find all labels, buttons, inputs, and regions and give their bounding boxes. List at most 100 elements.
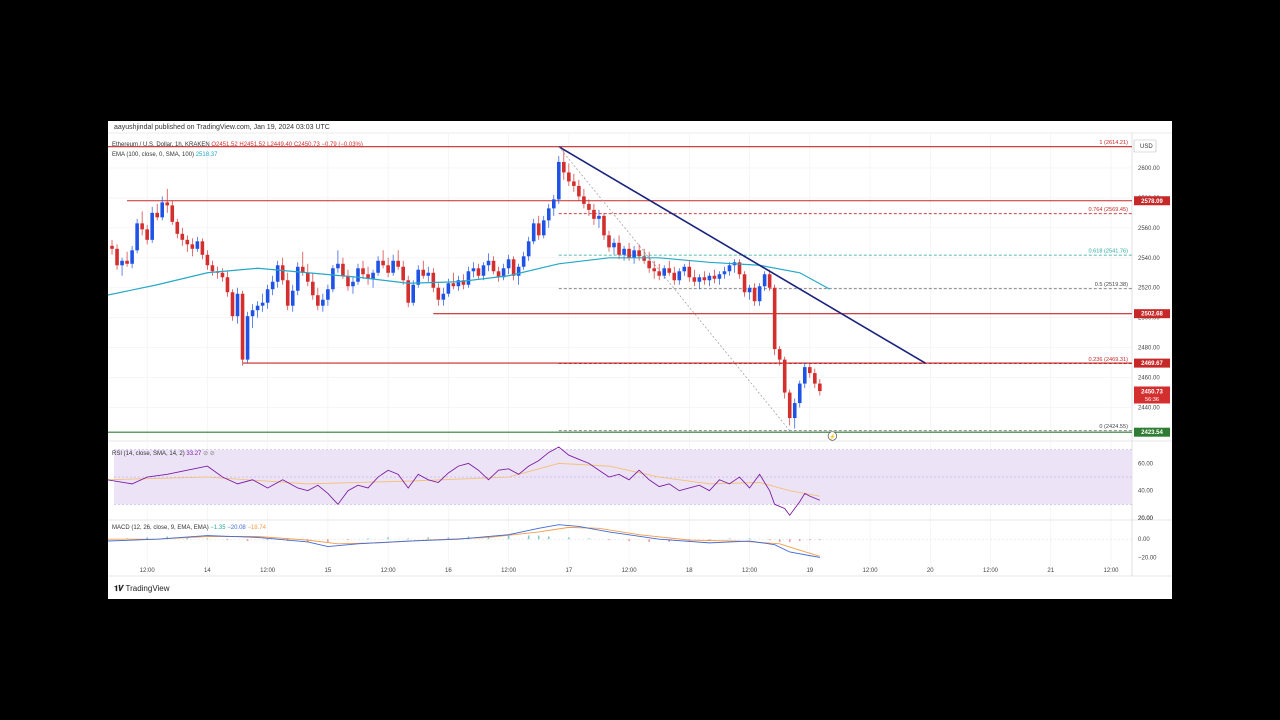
candle-body	[401, 266, 405, 281]
fib-level-label: 1 (2614.21)	[1099, 140, 1128, 146]
macd-legend-part: −1.35	[210, 525, 227, 531]
rsi-legend: RSI (14, close, SMA, 14, 2) 33.27 ⊘ ⊘	[112, 451, 215, 457]
candle-body	[772, 287, 777, 350]
overlays: ⚡	[108, 145, 926, 441]
candle-body	[526, 241, 531, 257]
macd-histogram-bar	[367, 538, 369, 540]
candle-body	[481, 265, 486, 276]
candle-body	[255, 305, 260, 311]
candle-body	[717, 274, 722, 279]
macd-pane	[108, 524, 1132, 558]
macd-tick-label: 0.00	[1138, 537, 1150, 543]
candle-body	[562, 161, 566, 173]
candle-body	[421, 269, 426, 276]
candle-body	[306, 272, 310, 282]
candle-body	[165, 202, 170, 206]
macd-histogram-bar	[798, 539, 801, 542]
rsi-line	[108, 446, 821, 517]
candle-body	[275, 265, 280, 282]
macd-histogram-bar	[146, 537, 148, 540]
price-tag-label: 2502.68	[1141, 312, 1163, 318]
candle-body	[712, 275, 717, 279]
macd-histogram-bar	[768, 539, 771, 541]
y-tick-label: 2500.00	[1138, 316, 1160, 322]
candle-body	[642, 256, 646, 261]
candle-body	[260, 302, 265, 306]
candle-body	[742, 274, 747, 293]
currency-label: USD	[1140, 144, 1153, 150]
candle-body	[567, 172, 571, 182]
candle-body	[331, 268, 335, 290]
macd-histogram-bar	[206, 538, 209, 540]
candle-body	[416, 269, 421, 285]
candle-body	[285, 280, 290, 306]
macd-histogram-bar	[748, 538, 751, 540]
grid	[108, 132, 1172, 577]
candle-body	[702, 277, 707, 281]
candle-body	[687, 266, 692, 278]
y-tick-label: 2520.00	[1138, 286, 1160, 292]
ema-legend-part: 2518.37	[196, 152, 218, 158]
candle-body	[797, 383, 802, 404]
last-price-label: 2450.73	[1141, 389, 1163, 395]
candle-body	[737, 262, 742, 275]
candle-body	[326, 289, 330, 300]
candle-body	[185, 239, 190, 245]
candle-body	[245, 316, 250, 360]
macd-histogram-bar	[467, 536, 470, 540]
candle-body	[321, 299, 325, 306]
candle-body	[391, 260, 395, 273]
candle-body	[792, 403, 797, 419]
candle-body	[516, 266, 521, 276]
candle-body	[802, 367, 807, 384]
y-tick-label: 2440.00	[1138, 406, 1160, 412]
candle-body	[130, 250, 134, 264]
candle-body	[682, 266, 687, 272]
candle-body	[351, 281, 355, 287]
header-value: L2449.40	[267, 142, 294, 148]
macd-histogram-bar	[387, 537, 389, 540]
candle-body	[546, 208, 551, 221]
candle-body	[536, 223, 541, 236]
candle-body	[557, 161, 561, 200]
macd-histogram-bar	[648, 539, 650, 542]
macd-histogram-bar	[166, 536, 169, 540]
candle-body	[531, 223, 536, 242]
y-tick-label: 2480.00	[1138, 346, 1160, 352]
candle-body	[762, 274, 767, 287]
rsi-tick-label: 20.00	[1138, 516, 1154, 522]
candle-body	[175, 221, 180, 234]
candle-body	[426, 272, 431, 276]
macd-legend: MACD (12, 26, close, 9, EMA, EMA) −1.35 …	[112, 525, 267, 531]
x-tick-label: 12:00	[622, 568, 638, 574]
candle-body	[521, 256, 526, 267]
candle-body	[451, 283, 456, 287]
header-value: C2450.73	[294, 142, 322, 148]
y-tick-label: 2460.00	[1138, 376, 1160, 382]
chart-canvas[interactable]: ⚡ 12:00 14 12:00 15 12:00 16 12:00 17 12:00 18 12:…	[108, 121, 1172, 599]
x-tick-label: 12:00	[501, 568, 517, 574]
x-tick-label: 19	[806, 568, 813, 574]
candle-body	[200, 241, 205, 255]
fib-diagonal	[558, 146, 790, 431]
candle-body	[572, 181, 576, 186]
macd-histogram-bar	[487, 536, 490, 540]
candle-body	[295, 266, 300, 291]
chart-frame: aayushjindal published on TradingView.co…	[108, 121, 1172, 599]
candle-body	[311, 281, 315, 296]
price-tag-label: 2578.09	[1141, 199, 1163, 205]
rsi-tick-label: 40.00	[1138, 489, 1154, 495]
candle-body	[270, 281, 275, 290]
header-value: O2451.52	[211, 142, 239, 148]
macd-histogram-bar	[126, 538, 128, 540]
candle-body	[431, 272, 436, 288]
x-tick-label: 17	[565, 568, 572, 574]
macd-histogram-bar	[819, 539, 821, 541]
symbol-header: Ethereum / U.S. Dollar, 1h, KRAKEN O2451…	[112, 142, 363, 148]
candle-body	[150, 212, 154, 240]
macd-histogram-bar	[728, 538, 731, 540]
candle-body	[592, 209, 596, 219]
descending-trendline	[558, 145, 926, 364]
x-tick-label: 12:00	[863, 568, 879, 574]
candle-body	[290, 290, 295, 306]
